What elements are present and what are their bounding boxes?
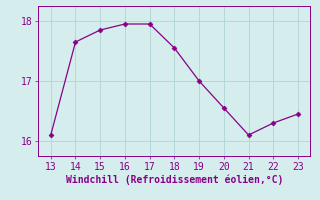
X-axis label: Windchill (Refroidissement éolien,°C): Windchill (Refroidissement éolien,°C)	[66, 174, 283, 185]
